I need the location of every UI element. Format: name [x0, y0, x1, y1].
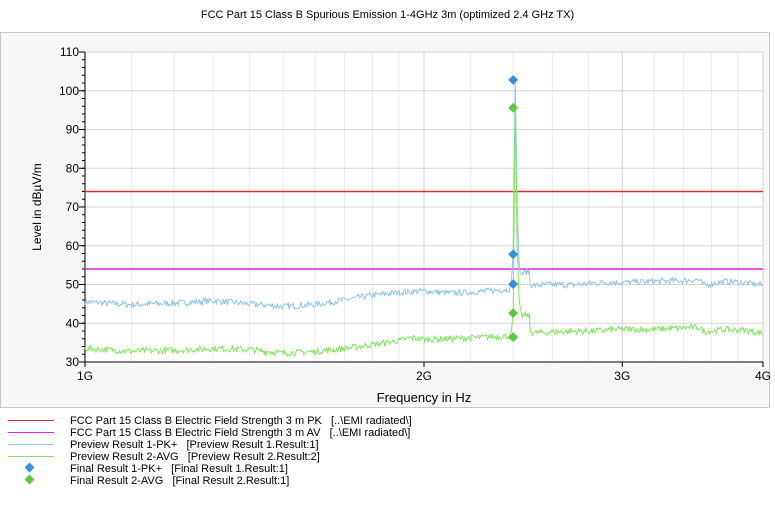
- legend-swatch-preview-pk: [8, 444, 54, 445]
- legend-swatch-pk-limit: [8, 420, 54, 421]
- legend-item-preview-avg: Preview Result 2-AVG [Preview Result 2.R…: [0, 451, 775, 463]
- legend-item-final-avg: Final Result 2-AVG [Final Result 2.Resul…: [0, 474, 775, 487]
- y-tick-label: 40: [66, 316, 80, 330]
- y-tick-label: 90: [66, 123, 80, 137]
- x-tick-label: 4G: [755, 369, 771, 383]
- x-tick-label: 2G: [416, 369, 432, 383]
- x-tick-label: 1G: [77, 369, 93, 383]
- final-result-marker-4: [508, 279, 519, 290]
- y-tick-label: 30: [66, 355, 80, 369]
- chart-title: FCC Part 15 Class B Spurious Emission 1-…: [200, 9, 575, 21]
- y-tick-label: 80: [66, 161, 80, 175]
- y-tick-label: 70: [66, 200, 80, 214]
- trace-line-2: [84, 79, 764, 311]
- legend-label-preview-pk: Preview Result 1-PK+ [Preview Result 1.R…: [70, 439, 319, 451]
- x-tick-label: 3G: [614, 369, 630, 383]
- legend-diamond-icon-final-avg: [24, 474, 35, 485]
- legend-label-pk-limit: FCC Part 15 Class B Electric Field Stren…: [70, 415, 412, 427]
- y-tick-label: 110: [60, 45, 79, 59]
- legend-label-final-avg: Final Result 2-AVG [Final Result 2.Resul…: [70, 475, 290, 487]
- y-tick-label: 100: [59, 84, 79, 98]
- legend-swatch-av-limit: [8, 432, 54, 433]
- legend-label-av-limit: FCC Part 15 Class B Electric Field Stren…: [70, 427, 411, 439]
- legend-item-av-limit: FCC Part 15 Class B Electric Field Stren…: [0, 427, 775, 439]
- trace-line-3: [84, 108, 764, 357]
- y-tick-label: 50: [66, 278, 80, 292]
- legend-item-pk-limit: FCC Part 15 Class B Electric Field Stren…: [0, 415, 775, 427]
- x-axis-label: Frequency in Hz: [377, 390, 472, 405]
- legend-label-final-pk: Final Result 1-PK+ [Final Result 1.Resul…: [70, 463, 288, 475]
- legend-item-preview-pk: Preview Result 1-PK+ [Preview Result 1.R…: [0, 439, 775, 451]
- legend-label-preview-avg: Preview Result 2-AVG [Preview Result 2.R…: [70, 451, 320, 463]
- final-result-marker-5: [508, 332, 519, 343]
- final-result-marker-5: [508, 308, 519, 319]
- legend: FCC Part 15 Class B Electric Field Stren…: [0, 415, 775, 525]
- y-tick-label: 60: [66, 239, 80, 253]
- legend-swatch-preview-avg: [8, 456, 54, 457]
- y-axis-label: Level in dBµV/m: [30, 163, 44, 251]
- legend-diamond-icon-final-pk: [24, 462, 35, 473]
- legend-item-final-pk: Final Result 1-PK+ [Final Result 1.Resul…: [0, 462, 775, 475]
